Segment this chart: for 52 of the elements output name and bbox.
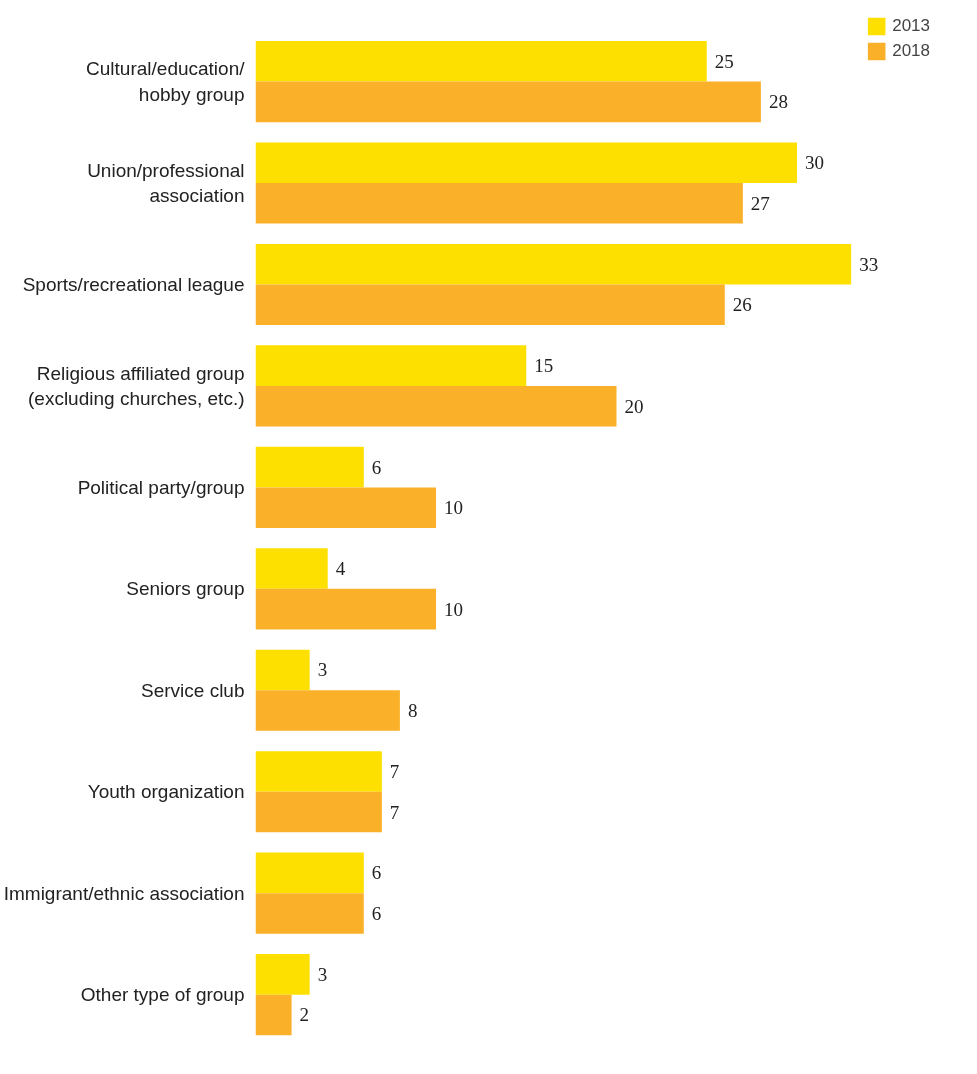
data-label: 7 — [389, 760, 400, 782]
data-label: 25 — [714, 50, 734, 72]
data-label: 6 — [371, 902, 382, 924]
data-label: 3 — [317, 659, 328, 681]
bar — [255, 142, 797, 184]
y-tick-label: Religious affiliated group (excluding churches, etc.) — [28, 362, 245, 410]
bar — [255, 487, 436, 528]
data-label: 6 — [371, 456, 382, 478]
legend-label: 2013 — [892, 16, 930, 36]
y-tick-label: Other type of group — [80, 984, 245, 1006]
bar — [255, 852, 364, 894]
y-tick-label: Political party/group — [77, 476, 245, 498]
data-label: 26 — [732, 294, 752, 316]
data-label: 15 — [534, 355, 554, 377]
bar — [255, 183, 743, 224]
data-label: 3 — [317, 963, 328, 985]
bar — [255, 690, 400, 731]
data-label: 10 — [444, 497, 463, 519]
data-label: 10 — [444, 598, 463, 620]
legend-label: 2018 — [892, 41, 930, 61]
data-label: 8 — [407, 700, 418, 722]
y-tick-label: Sports/recreational league — [22, 273, 245, 295]
data-label: 2 — [299, 1004, 310, 1026]
bar — [255, 588, 436, 630]
data-label: 30 — [805, 152, 824, 174]
bar — [255, 446, 364, 488]
bar — [255, 791, 382, 833]
bar — [255, 954, 310, 995]
y-tick-label: Union/professional association — [87, 159, 245, 207]
bar — [255, 243, 852, 285]
bar — [255, 994, 292, 1036]
y-tick-label: Immigrant/ethnic association — [3, 882, 245, 904]
data-label: 20 — [624, 395, 644, 417]
bar — [255, 345, 527, 386]
data-label: 27 — [750, 192, 770, 214]
data-label: 28 — [768, 91, 788, 113]
bar — [255, 41, 707, 82]
data-label: 6 — [371, 862, 382, 884]
bar — [255, 649, 310, 691]
y-tick-label: Youth organization — [87, 781, 245, 803]
bar — [255, 385, 617, 427]
bar — [255, 548, 328, 589]
y-tick-label: Cultural/education/ hobby group — [86, 58, 246, 105]
bar — [255, 751, 382, 792]
bar — [255, 284, 725, 326]
data-label: 33 — [859, 253, 879, 275]
y-tick-label: Seniors group — [126, 578, 245, 600]
data-label: 4 — [335, 558, 346, 580]
data-label: 7 — [389, 801, 400, 823]
bar — [255, 81, 761, 123]
y-tick-label: Service club — [141, 679, 245, 701]
bar — [255, 893, 364, 934]
